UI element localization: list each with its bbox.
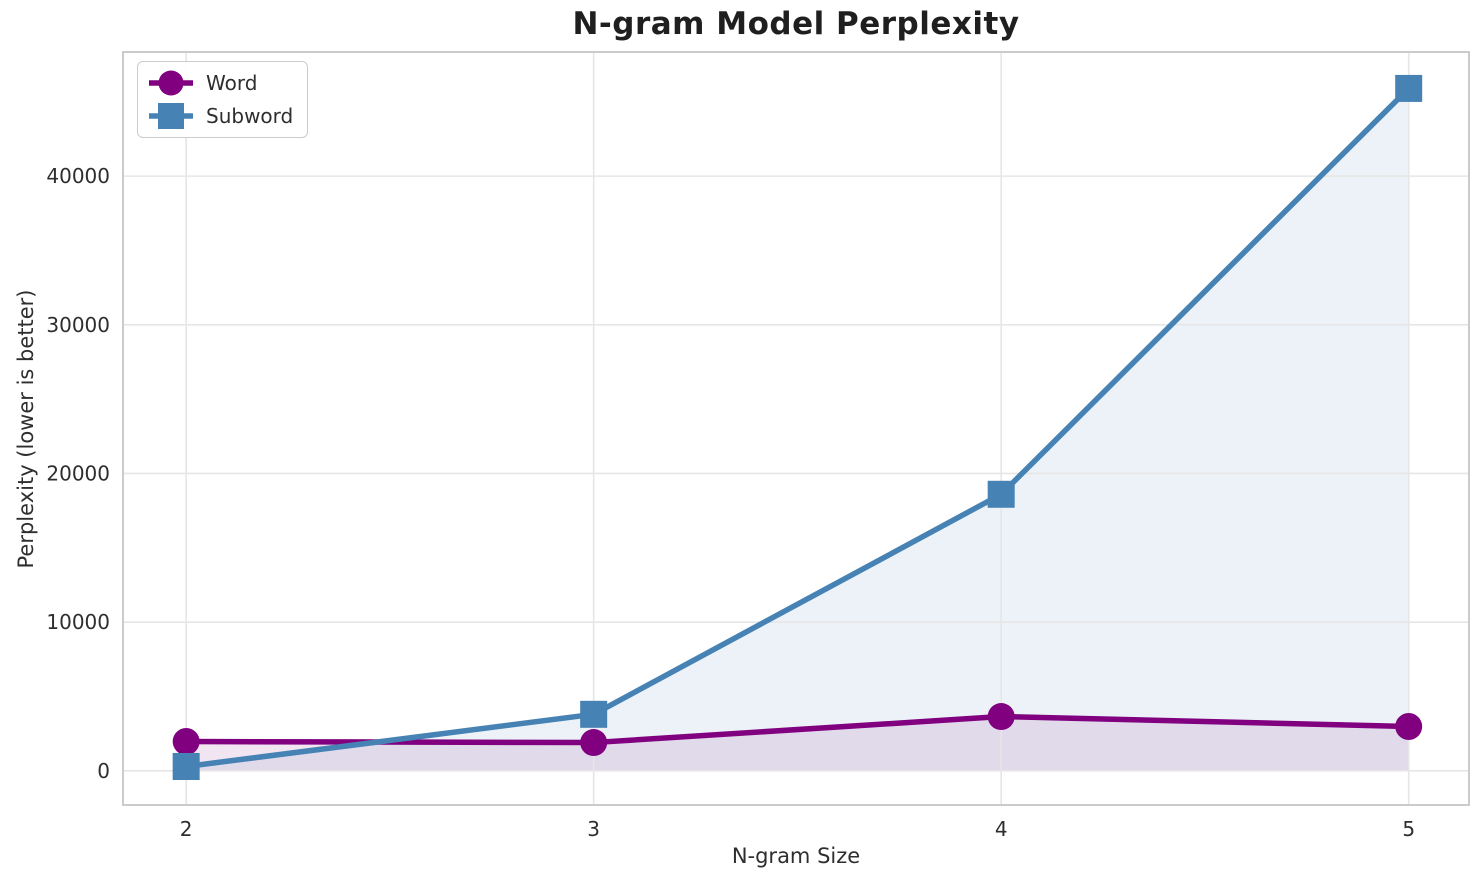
chart-title: N-gram Model Perplexity (572, 6, 1020, 42)
x-axis-label: N-gram Size (731, 844, 861, 868)
y-tick-label: 30000 (46, 313, 110, 337)
word-line-marker-icon (149, 70, 193, 96)
y-tick-label: 20000 (46, 461, 110, 485)
legend: Word Subword (137, 61, 309, 138)
subword-data-point (580, 700, 608, 728)
legend-label-word: Word (206, 71, 258, 95)
y-tick-label: 10000 (46, 610, 110, 634)
x-tick-label: 4 (995, 817, 1008, 841)
subword-data-point (172, 752, 200, 780)
word-area-fill (186, 716, 1409, 771)
word-data-point (580, 729, 608, 757)
legend-entry-word: Word (146, 67, 293, 99)
plot-border (122, 51, 1470, 806)
word-data-point (987, 703, 1015, 731)
word-data-point (172, 728, 200, 756)
subword-data-point (987, 480, 1015, 508)
subword-line-marker-icon (149, 103, 193, 129)
subword-line (185, 86, 1411, 770)
x-tick-label: 2 (180, 817, 193, 841)
x-tick-label: 5 (1402, 817, 1415, 841)
subword-area-fill (186, 88, 1409, 771)
subword-data-point (1395, 74, 1423, 102)
word-data-point (1395, 713, 1423, 741)
legend-entry-subword: Subword (146, 100, 293, 132)
x-tick-label: 3 (587, 817, 600, 841)
y-tick-label: 40000 (46, 164, 110, 188)
legend-label-subword: Subword (206, 104, 294, 128)
y-tick-label: 0 (97, 759, 110, 783)
